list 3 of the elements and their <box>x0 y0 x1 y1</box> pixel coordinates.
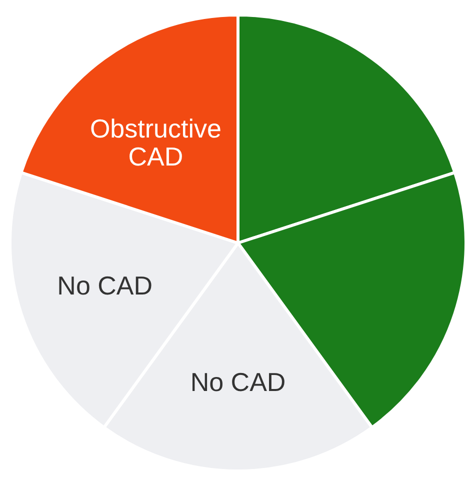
slice-label: No CAD <box>190 367 286 397</box>
slice-label: Obstructive CAD <box>90 114 222 172</box>
slice-label: No CAD <box>57 270 153 300</box>
